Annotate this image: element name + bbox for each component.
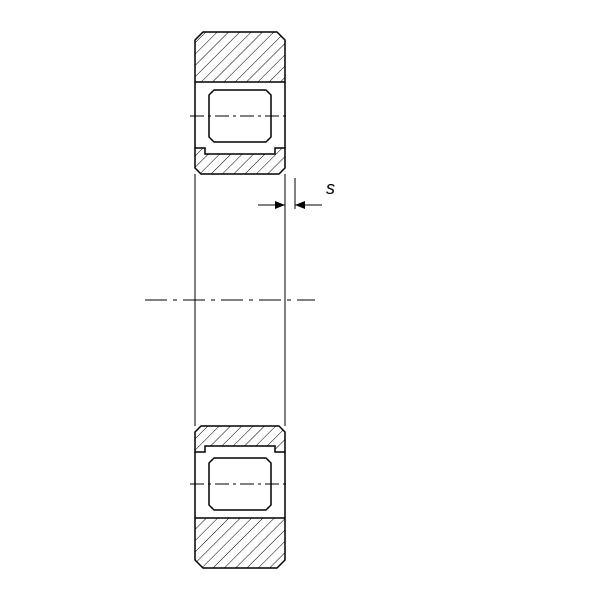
- dim-arrow-left: [275, 201, 285, 209]
- bearing-section-drawing: s: [0, 0, 600, 600]
- dim-label-s: s: [326, 178, 335, 198]
- dim-arrow-right: [295, 201, 305, 209]
